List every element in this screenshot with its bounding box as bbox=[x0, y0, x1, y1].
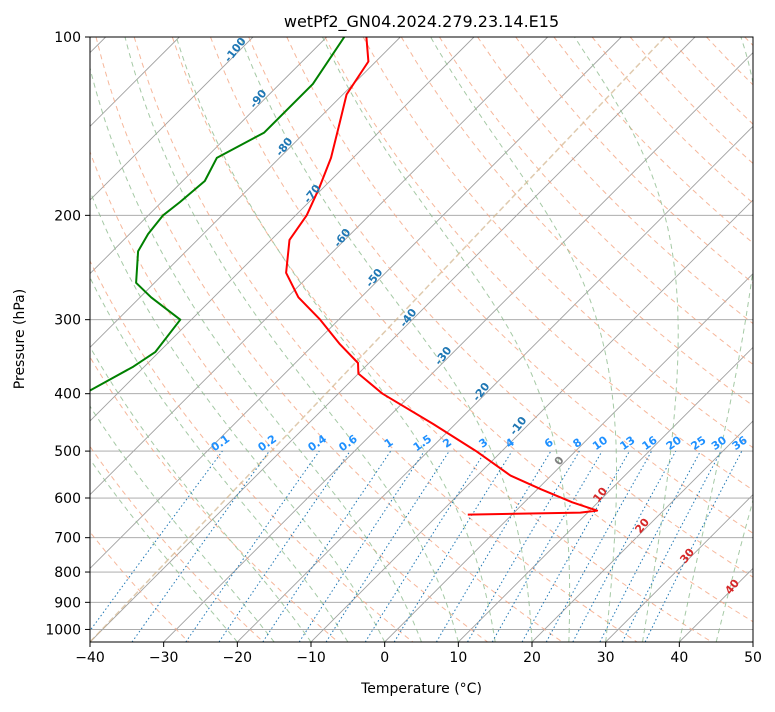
y-tick-label: 700 bbox=[54, 531, 81, 547]
x-axis-label: Temperature (°C) bbox=[360, 681, 482, 697]
y-tick-label: 200 bbox=[54, 208, 81, 224]
x-tick-label: 50 bbox=[744, 650, 762, 666]
x-tick-label: 20 bbox=[523, 650, 541, 666]
x-tick-label: −30 bbox=[149, 650, 179, 666]
y-tick-label: 800 bbox=[54, 565, 81, 581]
x-tick-label: −10 bbox=[296, 650, 326, 666]
y-tick-label: 900 bbox=[54, 595, 81, 611]
x-tick-label: 0 bbox=[380, 650, 389, 666]
x-tick-label: 10 bbox=[449, 650, 467, 666]
y-tick-label: 100 bbox=[54, 30, 81, 46]
y-axis-label: Pressure (hPa) bbox=[12, 289, 28, 389]
x-tick-label: −20 bbox=[223, 650, 253, 666]
y-tick-label: 1000 bbox=[45, 622, 81, 638]
x-tick-label: 40 bbox=[670, 650, 688, 666]
y-tick-label: 300 bbox=[54, 313, 81, 329]
y-tick-label: 400 bbox=[54, 387, 81, 403]
x-tick-label: −40 bbox=[75, 650, 105, 666]
y-tick-label: 500 bbox=[54, 444, 81, 460]
chart-title: wetPf2_GN04.2024.279.23.14.E15 bbox=[284, 12, 559, 32]
x-tick-label: 30 bbox=[597, 650, 615, 666]
y-tick-label: 600 bbox=[54, 491, 81, 507]
